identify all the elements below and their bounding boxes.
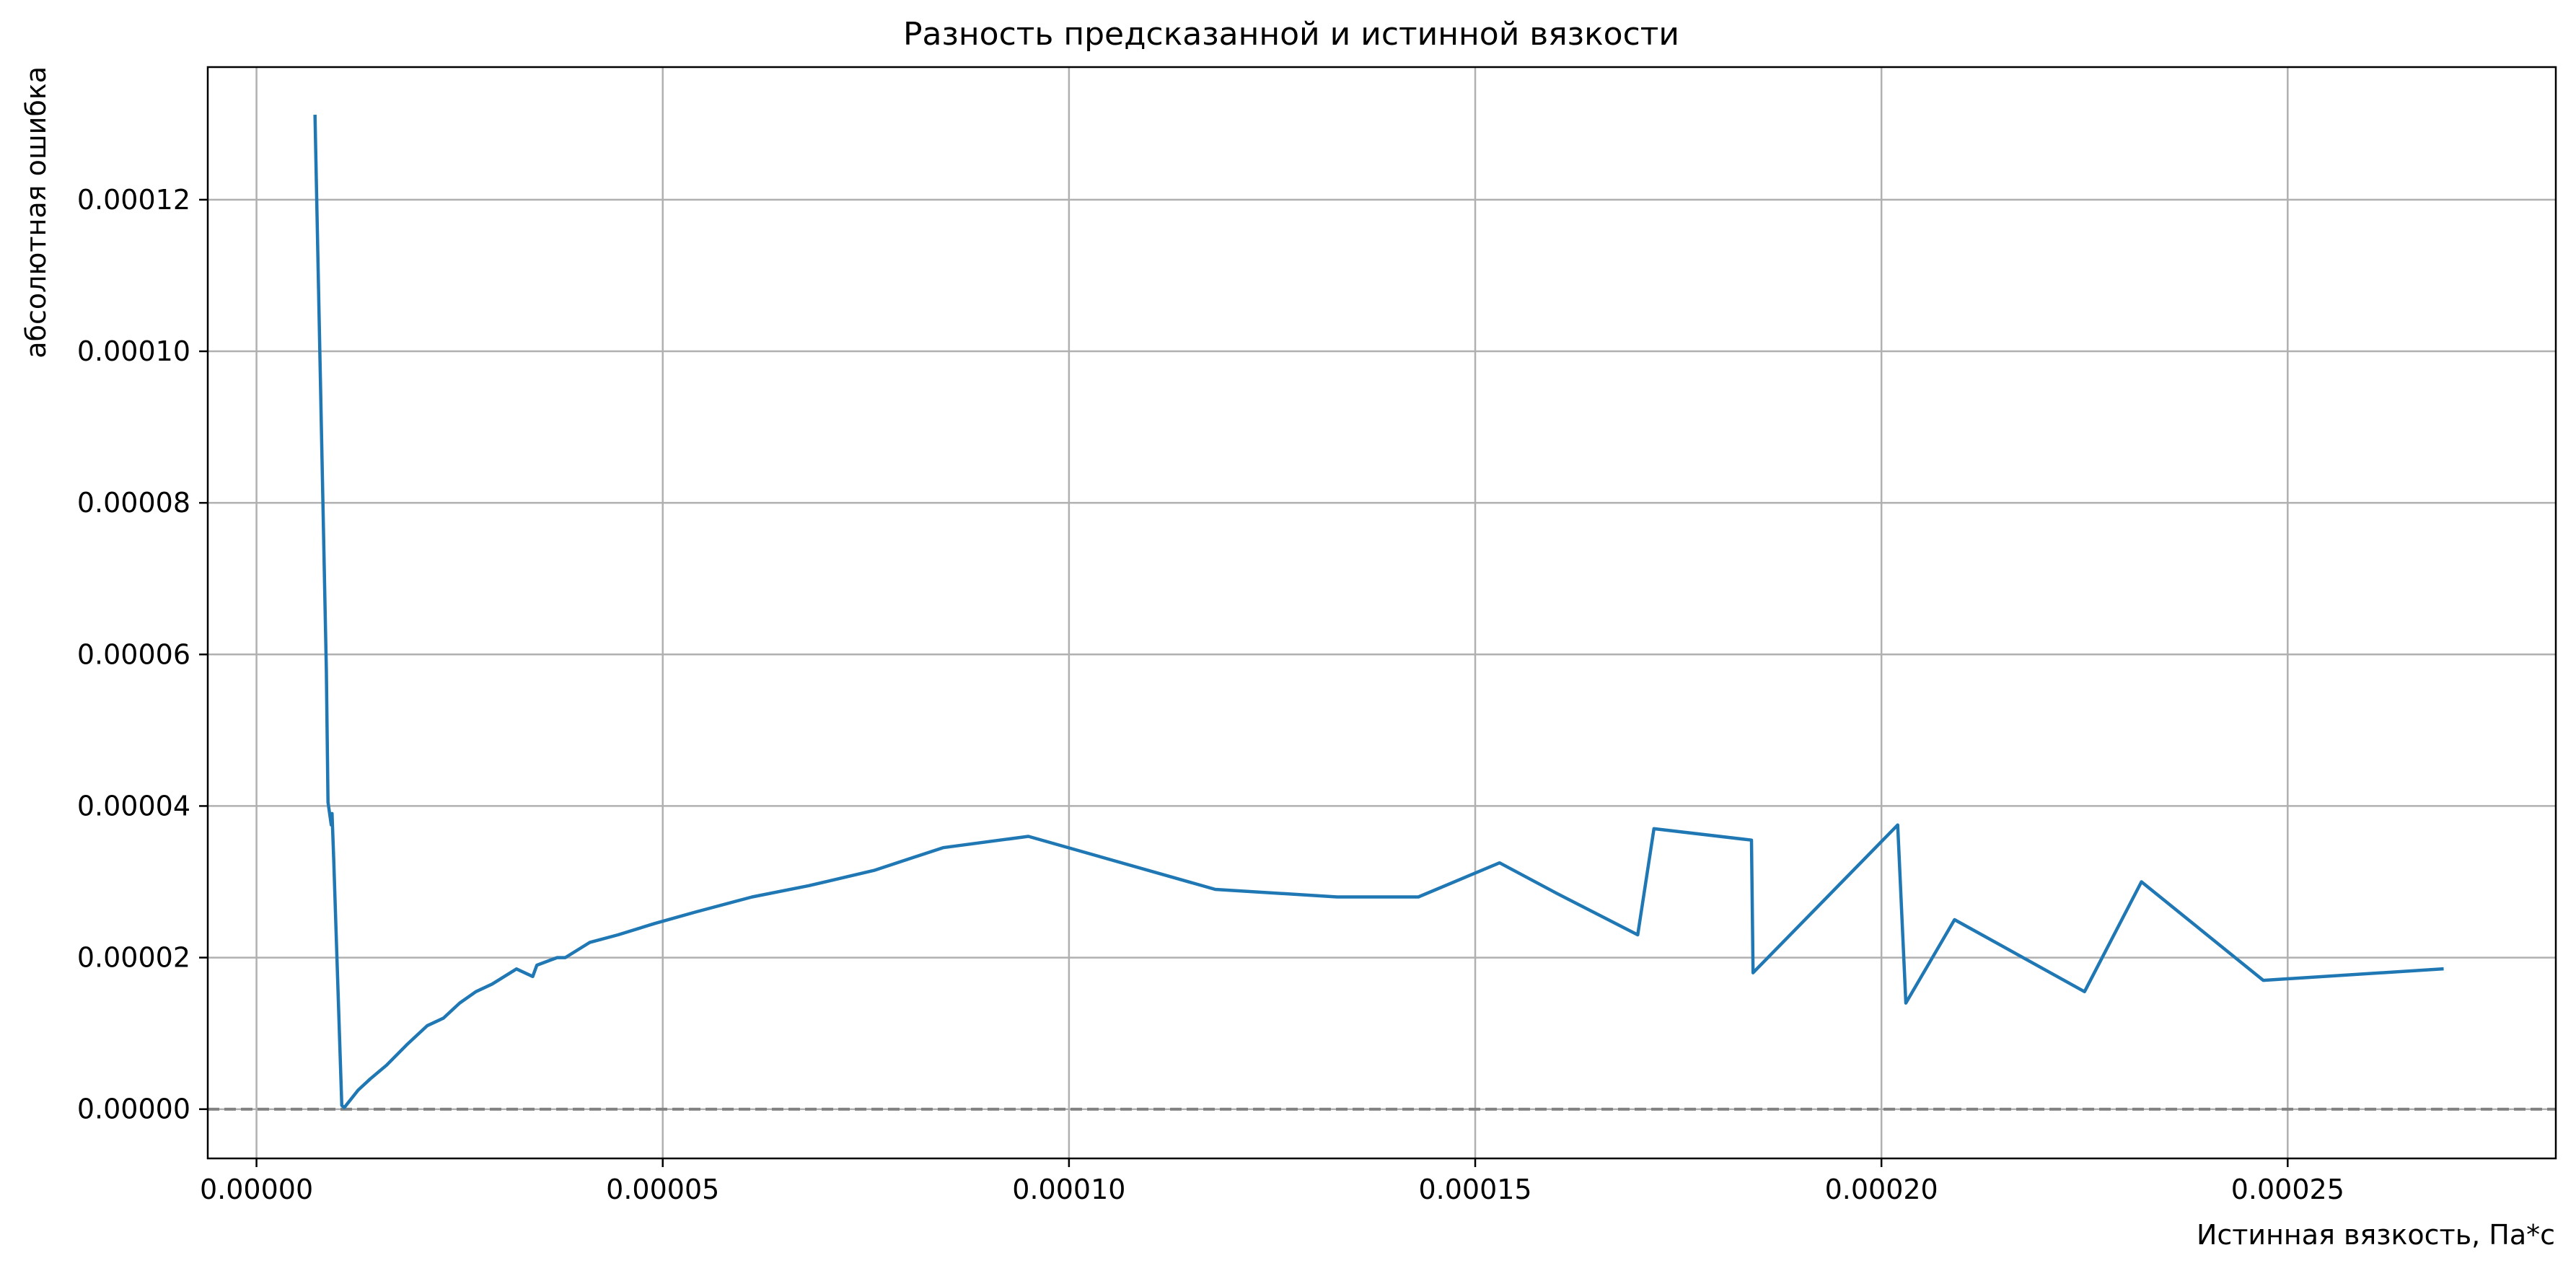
y-tick-label: 0.00004 bbox=[77, 790, 190, 822]
y-tick-label: 0.00000 bbox=[77, 1094, 190, 1125]
plot-area-frame bbox=[206, 66, 2557, 1160]
y-tick-label: 0.00006 bbox=[77, 638, 190, 670]
y-tick-label: 0.00008 bbox=[77, 487, 190, 519]
grid bbox=[208, 67, 2556, 1158]
x-axis-ticks: 0.00000 0.00005 0.00010 0.00015 0.00020 0.000… bbox=[200, 1158, 2344, 1205]
x-tick-label: 0.00015 bbox=[1418, 1174, 1531, 1205]
x-tick-label: 0.00000 bbox=[200, 1174, 313, 1205]
y-tick-label: 0.00012 bbox=[77, 184, 190, 216]
series-group bbox=[313, 115, 2444, 1109]
y-tick-label: 0.00002 bbox=[77, 942, 190, 974]
x-tick-label: 0.00005 bbox=[606, 1174, 719, 1205]
chart-title: Разность предсказанной и истинной вязкос… bbox=[903, 16, 1679, 53]
series-line bbox=[313, 115, 2444, 1109]
x-tick-label: 0.00010 bbox=[1012, 1174, 1125, 1205]
y-axis-label: абсолютная ошибка bbox=[20, 66, 52, 358]
x-tick-label: 0.00020 bbox=[1825, 1174, 1938, 1205]
y-tick-label: 0.00010 bbox=[77, 335, 190, 367]
y-axis-ticks: 0.00000 0.00002 0.00004 0.00006 0.00008 0.000… bbox=[77, 184, 208, 1125]
x-tick-label: 0.00025 bbox=[2231, 1174, 2344, 1205]
x-axis-label: Истинная вязкость, Па*с bbox=[2197, 1219, 2555, 1251]
